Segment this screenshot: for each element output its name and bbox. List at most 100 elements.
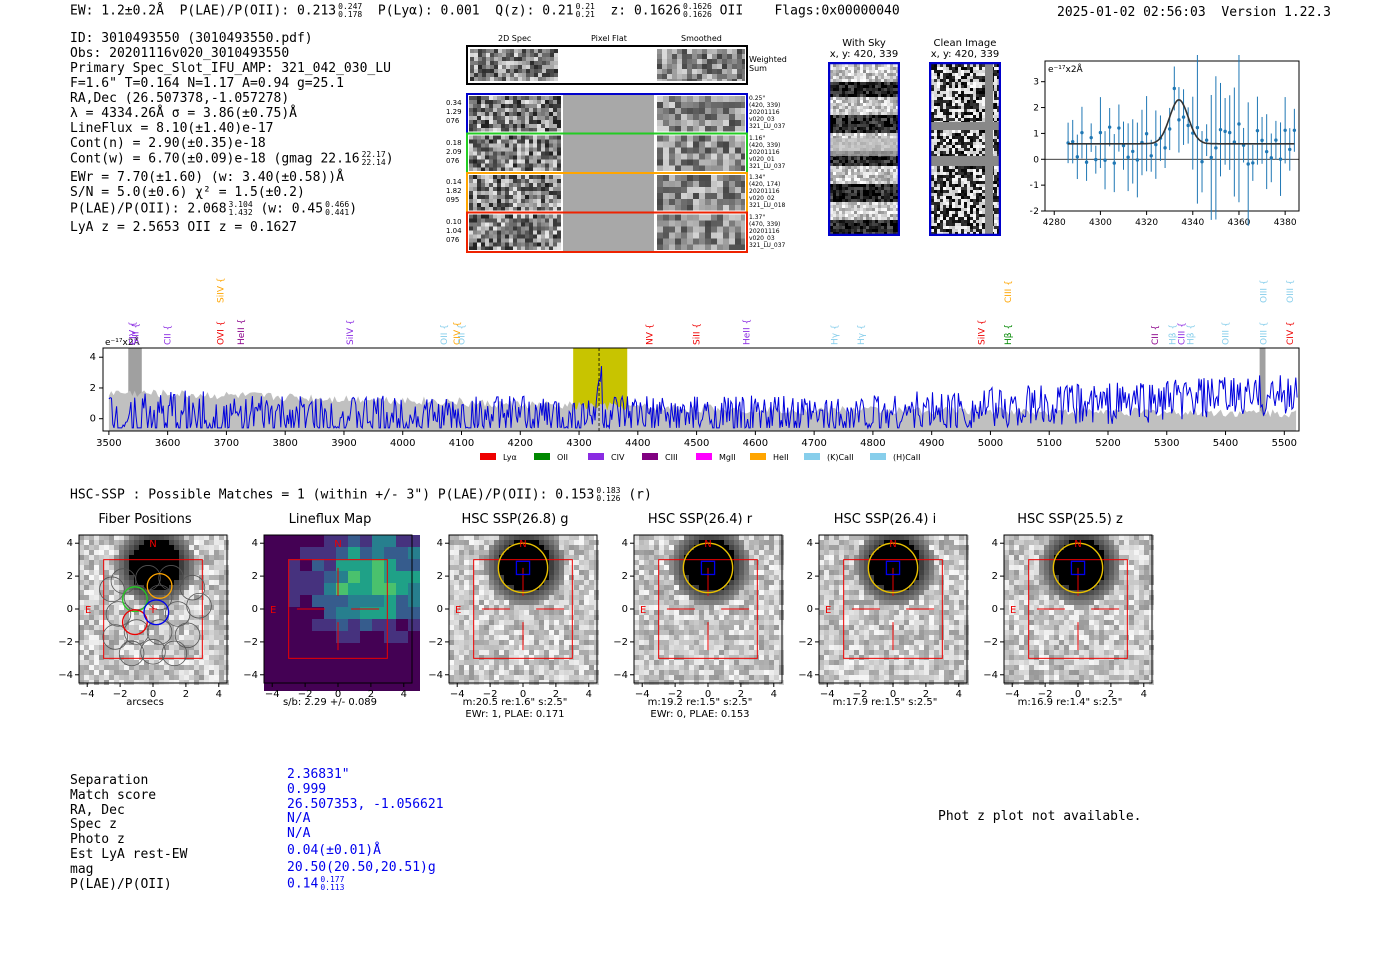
fit-point bbox=[1103, 158, 1107, 162]
legend-label: (H)CaII bbox=[893, 453, 920, 462]
info-lyaz: LyA z = 2.5653 OII z = 0.1627 bbox=[70, 220, 297, 235]
spectral-line-label: OIII { bbox=[1222, 321, 1232, 345]
panel-xtick: 0 bbox=[150, 689, 156, 697]
panel-ytick: −2 bbox=[983, 637, 998, 648]
panel-xtick: −2 bbox=[483, 689, 498, 697]
catalog-ellipse bbox=[867, 542, 919, 594]
panel-xtick: −4 bbox=[820, 689, 835, 697]
info-lineflux: LineFlux = 8.10(±1.40)e-17 bbox=[70, 121, 274, 136]
panel-title: HSC SSP(26.4) r bbox=[647, 512, 753, 527]
panel-caption: m:20.5 re:1.6" s:2.5" bbox=[462, 697, 568, 708]
with-sky-frame bbox=[827, 61, 901, 237]
spectrum-xtick: 3800 bbox=[272, 438, 297, 449]
spectrum-xtick: 3900 bbox=[331, 438, 356, 449]
panel-title: HSC SSP(26.8) g bbox=[461, 512, 569, 527]
spectral-line-label: SiII { bbox=[131, 323, 141, 345]
panel-xtick: −2 bbox=[113, 689, 128, 697]
fit-plot-xtick: 4360 bbox=[1228, 218, 1251, 228]
panel-xtick: −4 bbox=[635, 689, 650, 697]
spectral-line-label: CIV { bbox=[1286, 321, 1296, 345]
fit-plot-ytick: 3 bbox=[1033, 78, 1039, 88]
spectral-line-label: SiII { bbox=[693, 323, 703, 345]
with-sky-image bbox=[827, 61, 901, 237]
fit-point bbox=[1228, 130, 1232, 135]
panel-ytick: 0 bbox=[622, 604, 628, 615]
fit-point bbox=[1214, 146, 1218, 150]
spectrum-xtick: 5300 bbox=[1154, 438, 1179, 449]
info-plae-w-lo: 0.441 bbox=[325, 208, 350, 217]
cutout-row-right-label: 1.37" (470, 339) 20201116 v020_03 321_LU_037 bbox=[749, 213, 786, 249]
search-box bbox=[843, 559, 943, 659]
panel-ytick: −4 bbox=[613, 670, 628, 681]
info-contw-row: Cont(w) = 6.70(±0.09)e-18 (gmag 22.16 22.… bbox=[70, 150, 394, 167]
panel-xtick: 0 bbox=[890, 689, 896, 697]
spectrum-frame bbox=[102, 347, 1300, 432]
spectrum-xtick: 3600 bbox=[155, 438, 180, 449]
panel-xtick: 2 bbox=[738, 689, 744, 697]
match-plae-lo: 0.113 bbox=[320, 882, 345, 892]
spectral-line-label: Hγ { bbox=[831, 324, 841, 345]
panel-title: HSC SSP(25.5) z bbox=[1017, 512, 1123, 527]
info-primary: Primary Spec_Slot_IFU_AMP: 321_042_030_L… bbox=[70, 61, 391, 76]
spectrum-xtick: 4300 bbox=[566, 438, 591, 449]
panel-xtick: 0 bbox=[1075, 689, 1081, 697]
panel-xtick: 2 bbox=[183, 689, 189, 697]
fit-point bbox=[1117, 126, 1121, 130]
fiber-circle bbox=[174, 622, 201, 649]
match-label: Est LyA rest-EW bbox=[70, 846, 188, 862]
panel-xtick: 4 bbox=[1141, 689, 1147, 697]
fiber-circle bbox=[140, 639, 166, 665]
fiber-circle bbox=[186, 592, 212, 619]
panel-xtick: 4 bbox=[956, 689, 962, 697]
hsc-plae-lo: 0.126 bbox=[596, 494, 621, 503]
search-box bbox=[103, 559, 203, 659]
photz-message: Phot z plot not available. bbox=[938, 809, 1142, 824]
sum-text: Sum bbox=[749, 64, 767, 73]
panel-ytick: 4 bbox=[252, 538, 258, 549]
east-label: E bbox=[825, 605, 831, 616]
header-version: Version 1.22.3 bbox=[1221, 5, 1331, 20]
fit-point bbox=[1237, 122, 1241, 126]
panel-caption: arcsecs bbox=[126, 697, 164, 708]
spectral-line-label: OIII { bbox=[1260, 321, 1270, 345]
fit-point bbox=[1172, 86, 1177, 91]
header-qz: Q(z): 0.21 bbox=[495, 3, 574, 19]
panel-caption: m:16.9 re:1.4" s:2.5" bbox=[1017, 697, 1123, 708]
fit-point bbox=[1107, 125, 1112, 129]
fit-point bbox=[1251, 161, 1255, 165]
fit-point bbox=[1121, 143, 1126, 148]
panel-xtick: 0 bbox=[335, 689, 341, 697]
fit-point bbox=[1126, 155, 1130, 159]
fit-point bbox=[1255, 128, 1260, 133]
spectrum-cutouts: 2D Spec Pixel Flat Smoothed Weighted Sum … bbox=[440, 33, 790, 258]
spectrum-xtick: 4400 bbox=[625, 438, 650, 449]
hsc-title-text: HSC-SSP : Possible Matches = 1 (within +… bbox=[70, 487, 595, 503]
spectrum-line bbox=[108, 366, 1298, 430]
fit-plot-ytick: 0 bbox=[1033, 155, 1039, 165]
fit-point bbox=[1260, 138, 1264, 143]
fiber-circle bbox=[146, 619, 173, 645]
weighted-text: Weighted bbox=[749, 55, 787, 64]
legend-swatch bbox=[804, 453, 820, 460]
panel-xtick: 4 bbox=[401, 689, 407, 697]
match-label: Spec z bbox=[70, 817, 117, 833]
hsc-plae-hi: 0.183 bbox=[596, 486, 621, 495]
header-ew: EW: 1.2±0.2Å bbox=[70, 3, 164, 19]
spectrum-unit: e⁻¹⁷x2Å bbox=[105, 336, 141, 348]
fiber-circle bbox=[161, 640, 188, 667]
spectral-line-label: Hβ { bbox=[1004, 324, 1014, 345]
match-value: 0.14 0.177 0.113 bbox=[287, 875, 444, 892]
legend-label: OII bbox=[557, 453, 568, 462]
panel-ytick: −4 bbox=[243, 670, 258, 681]
match-value: N/A bbox=[287, 826, 444, 842]
spectrum-xtick: 4700 bbox=[801, 438, 826, 449]
search-box bbox=[473, 559, 573, 659]
info-radec: RA,Dec (26.507378,-1.057278) bbox=[70, 91, 290, 106]
panel-image: N E −4 −2 0 2 4 4 2 0 −2 −4 bbox=[58, 534, 229, 700]
header-flags: Flags:0x00000040 bbox=[774, 3, 900, 19]
clean-image-panel: Clean Image x, y: 420, 339 bbox=[928, 38, 1002, 240]
panel-ytick: −2 bbox=[243, 637, 258, 648]
panel-caption-secondary: EWr: 1, PLAE: 0.171 bbox=[465, 709, 565, 720]
fit-plot-ytick: −1 bbox=[1030, 181, 1039, 191]
panel-title: Fiber Positions bbox=[98, 512, 192, 527]
